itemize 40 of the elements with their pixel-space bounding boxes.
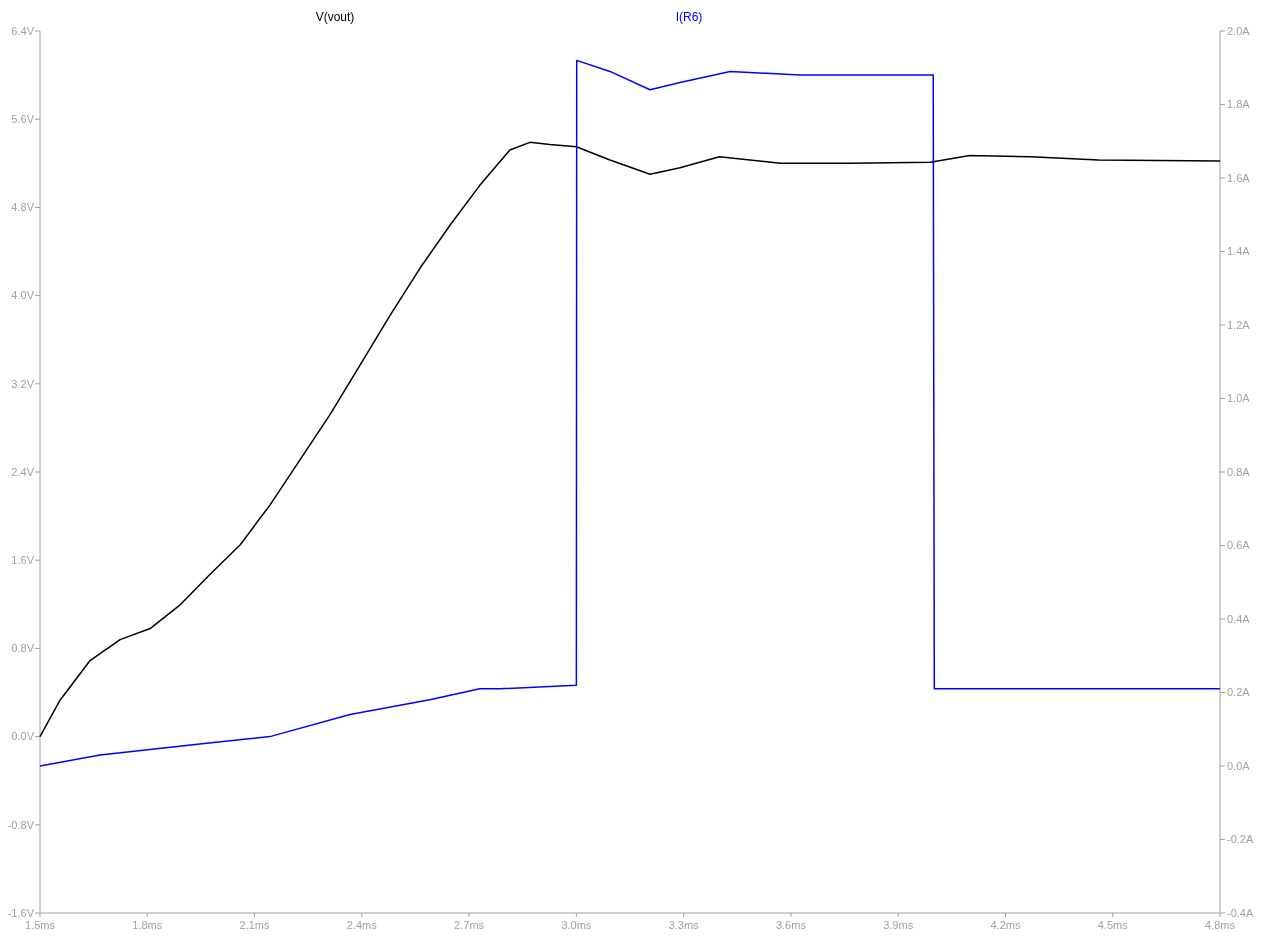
y-tick-label: 6.4V — [11, 24, 35, 37]
y2-tick-label: -0.2A — [1227, 833, 1254, 846]
y2-tick-label: 0.4A — [1227, 612, 1251, 625]
y2-tick-label: 1.0A — [1227, 392, 1251, 405]
y2-tick-label: 0.8A — [1227, 465, 1251, 478]
y2-tick-label: 0.6A — [1227, 539, 1251, 552]
y2-tick-label: 1.4A — [1227, 245, 1251, 258]
y-tick-label: -1.6V — [7, 906, 35, 919]
line-series — [39, 59, 1221, 767]
x-tick-label: 2.4ms — [346, 919, 378, 931]
y-tick-label: 5.6V — [11, 113, 35, 126]
y2-tick-label: 2.0A — [1227, 24, 1251, 37]
x-tick-label: 2.7ms — [454, 919, 485, 931]
x-tick-label: 4.8ms — [1205, 919, 1236, 931]
x-tick-label: 1.8ms — [132, 919, 163, 931]
y2-tick-label: 1.6A — [1227, 171, 1251, 184]
x-tick-label: 3.3ms — [668, 919, 700, 931]
x-tick-label: 3.6ms — [775, 919, 807, 931]
x-tick-label: 3.0ms — [561, 919, 592, 931]
x-tick-label: 4.2ms — [990, 919, 1021, 931]
x-tick-label: 3.9ms — [883, 919, 914, 931]
y-tick-label: -0.8V — [7, 818, 35, 831]
y-tick-label: 4.8V — [11, 201, 35, 214]
y-tick-label: 3.2V — [11, 377, 35, 390]
text: V(vout) — [315, 10, 355, 24]
y2-tick-label: 1.2A — [1227, 318, 1251, 331]
y2-tick-label: -0.4A — [1227, 906, 1254, 919]
y2-tick-label: 0.0A — [1227, 759, 1251, 772]
text: I(R6) — [675, 10, 703, 24]
y-tick-label: 1.6V — [11, 554, 35, 567]
x-tick-label: 2.1ms — [239, 919, 271, 931]
y-tick-label: 0.0V — [11, 730, 35, 743]
line-series — [39, 141, 1221, 738]
x-tick-label: 1.5ms — [25, 919, 56, 931]
y-tick-label: 4.0V — [11, 289, 35, 302]
y2-tick-label: 0.2A — [1227, 686, 1251, 699]
y-tick-label: 0.8V — [11, 642, 35, 655]
y2-tick-label: 1.8A — [1227, 98, 1251, 111]
x-tick-label: 4.5ms — [1097, 919, 1129, 931]
y-tick-label: 2.4V — [11, 465, 35, 478]
